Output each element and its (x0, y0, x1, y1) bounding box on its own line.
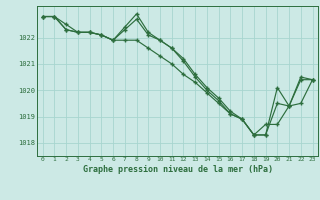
X-axis label: Graphe pression niveau de la mer (hPa): Graphe pression niveau de la mer (hPa) (83, 165, 273, 174)
